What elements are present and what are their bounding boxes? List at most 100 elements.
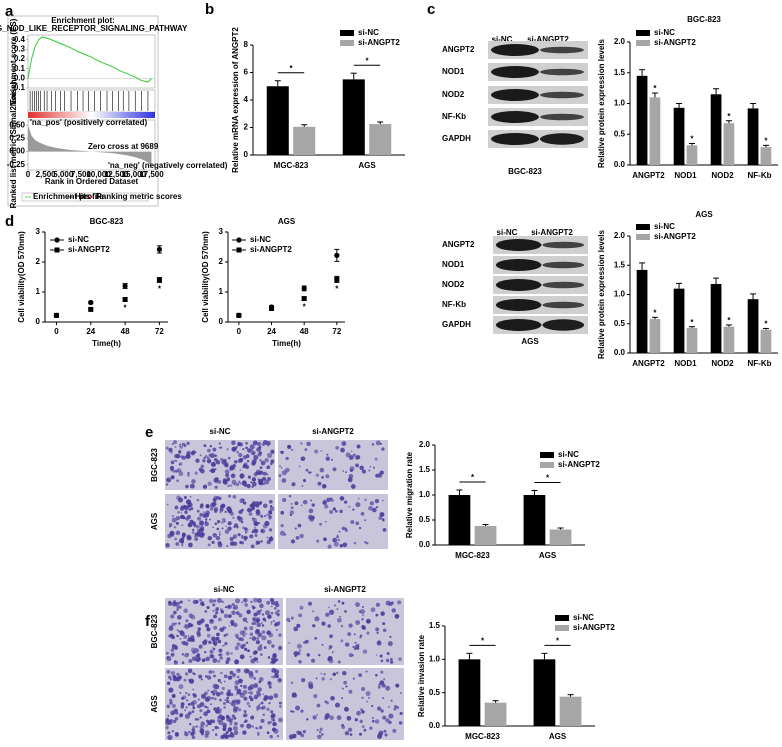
cell (183, 505, 189, 511)
cell (251, 605, 255, 609)
cell (256, 709, 259, 712)
cell (382, 527, 387, 532)
y-tick-label: 0.2 (14, 54, 26, 63)
cell (203, 444, 207, 448)
cell (253, 677, 257, 680)
cell (180, 641, 183, 644)
cell (251, 481, 257, 487)
cell (210, 502, 216, 508)
cell (188, 508, 192, 511)
cell (300, 733, 305, 738)
cell (371, 719, 375, 723)
cell (219, 627, 225, 632)
cell (174, 505, 179, 510)
cell (390, 699, 393, 702)
cell (279, 705, 282, 708)
cell (176, 672, 180, 677)
cell (197, 627, 201, 631)
legend-label: si-NC (358, 28, 379, 37)
cell (222, 725, 227, 729)
cell (240, 476, 243, 479)
cell (223, 458, 227, 463)
cell (182, 695, 187, 700)
cell (243, 709, 247, 713)
cell (271, 675, 273, 678)
cell (199, 525, 205, 530)
cell (181, 532, 187, 538)
cell (258, 725, 263, 730)
cell (218, 533, 221, 536)
cell (308, 684, 314, 689)
cell (257, 598, 262, 604)
blot-band (542, 319, 585, 331)
cell (266, 600, 271, 605)
cell (336, 535, 339, 539)
cell (260, 460, 266, 466)
bar (760, 329, 772, 353)
y-axis-label: Relative migration rate (405, 451, 414, 538)
micrograph (278, 440, 388, 490)
cell (300, 709, 304, 713)
blot-band (491, 44, 539, 56)
cell (232, 541, 238, 546)
cell (252, 715, 254, 717)
data-point (156, 246, 163, 252)
cell (222, 626, 225, 628)
cell (348, 653, 353, 658)
cell (242, 448, 245, 451)
cell (254, 534, 258, 538)
row-label: AGS (150, 695, 159, 713)
cell (301, 485, 304, 487)
cell (385, 658, 390, 663)
cell (323, 673, 326, 676)
cell (235, 700, 241, 705)
legend-swatch (540, 452, 554, 458)
cell (242, 714, 246, 717)
cell (319, 522, 322, 526)
cell (257, 521, 261, 525)
cell (375, 602, 380, 607)
cell (296, 651, 301, 656)
data-point (88, 306, 94, 312)
cell (165, 446, 169, 450)
chart-title: Enrichment plot: (51, 16, 115, 25)
cell (246, 460, 250, 463)
cell (250, 450, 256, 456)
cell (234, 659, 240, 665)
cell (191, 656, 197, 661)
cell (170, 451, 173, 454)
cell (361, 687, 366, 692)
cell (380, 611, 385, 616)
cell (359, 465, 364, 471)
cell (220, 610, 224, 614)
cell (167, 731, 171, 735)
cell (225, 660, 230, 665)
cell (319, 727, 323, 731)
blot-caption: AGS (521, 337, 539, 346)
protein-label: NOD1 (442, 260, 465, 269)
cell (239, 482, 242, 485)
cell (389, 660, 394, 664)
cell (317, 481, 322, 486)
cell (166, 503, 169, 506)
cell (251, 636, 257, 641)
cell (246, 466, 249, 469)
cell (266, 731, 270, 735)
cell (191, 521, 197, 526)
cell (337, 600, 341, 603)
y-tick-label: 2 (219, 257, 224, 266)
cell (365, 670, 368, 673)
y-tick-label: 0.5 (614, 319, 626, 328)
cell (218, 719, 224, 726)
cell (228, 625, 231, 627)
x-tick-label: 17,500 (139, 170, 164, 179)
cell (235, 482, 240, 487)
cell (238, 669, 240, 671)
y-tick-label: 4 (244, 95, 249, 104)
cell (206, 706, 209, 709)
data-point (156, 277, 162, 283)
cell (261, 635, 267, 641)
cell (255, 509, 261, 514)
significance: * (335, 285, 339, 294)
